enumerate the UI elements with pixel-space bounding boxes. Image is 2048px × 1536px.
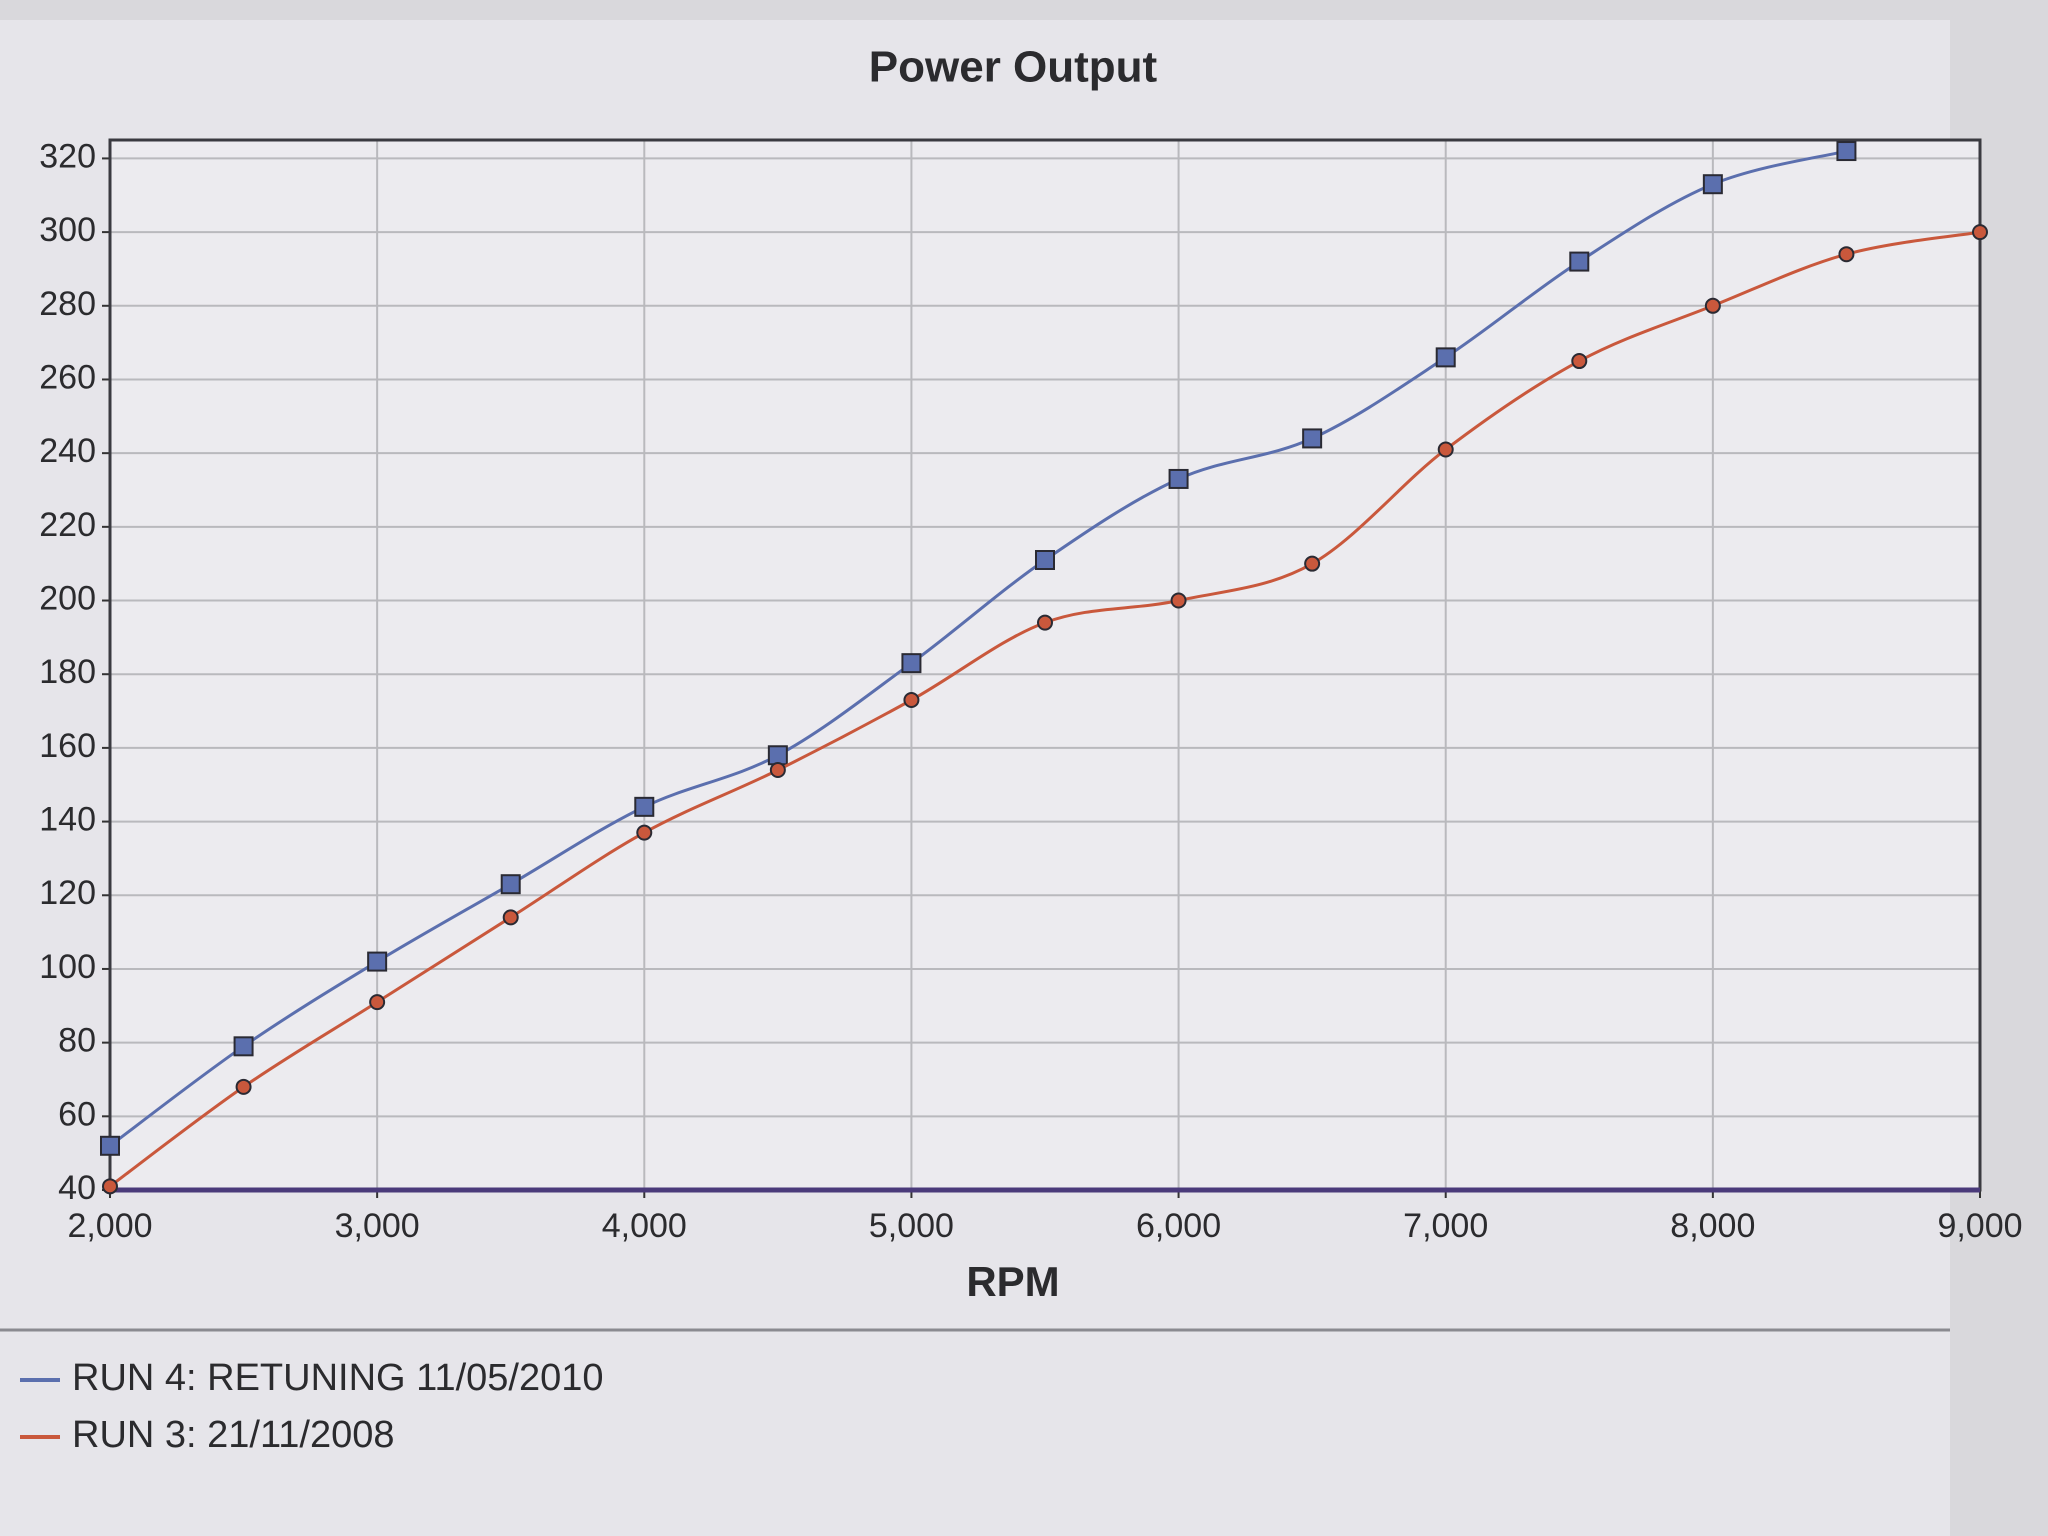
point-marker xyxy=(1838,246,1855,263)
legend-label: RUN 4: RETUNING 11/05/2010 xyxy=(72,1357,604,1399)
legend-label: RUN 3: 21/11/2008 xyxy=(72,1414,395,1456)
point-marker xyxy=(369,994,386,1011)
point-marker xyxy=(1037,614,1053,631)
y-tick-label: 280 xyxy=(39,285,96,323)
point-marker xyxy=(1304,555,1321,572)
legend: RUN 4: RETUNING 11/05/2010 RUN 3: 21/11/2… xyxy=(20,1357,604,1456)
y-tick-label: 260 xyxy=(39,358,96,396)
y-tick-label: 80 xyxy=(58,1022,96,1060)
point-marker xyxy=(1704,297,1721,314)
y-tick-label: 240 xyxy=(39,432,96,470)
y-tick-label: 220 xyxy=(39,506,96,544)
x-tick-label: 5,000 xyxy=(869,1207,954,1245)
point-marker xyxy=(1168,468,1189,489)
y-tick-label: 120 xyxy=(39,874,96,912)
y-tick-label: 200 xyxy=(39,580,96,618)
point-marker xyxy=(901,653,922,674)
point-marker xyxy=(636,824,653,841)
y-tick-label: 100 xyxy=(39,948,96,986)
x-tick-label: 7,000 xyxy=(1403,1207,1488,1245)
x-axis-label: RPM xyxy=(966,1258,1059,1305)
y-tick-label: 140 xyxy=(39,801,96,839)
series-line xyxy=(109,149,1847,1147)
point-marker xyxy=(1035,550,1055,570)
x-tick-label: 2,000 xyxy=(67,1207,152,1245)
plot-area: 40 60 80 100 120 140 160 180 200 220 240 260 280 300 3… xyxy=(39,137,2022,1245)
point-marker xyxy=(100,1135,120,1156)
plot-background xyxy=(110,140,1980,1190)
x-tick-label: 3,000 xyxy=(335,1207,420,1245)
point-marker xyxy=(1435,347,1456,368)
x-tick-label: 8,000 xyxy=(1670,1207,1755,1245)
y-tick-label: 160 xyxy=(39,727,96,765)
y-tick-label: 180 xyxy=(39,653,96,691)
point-marker xyxy=(767,745,788,766)
y-tick-label: 60 xyxy=(58,1095,96,1133)
point-marker xyxy=(1702,174,1723,195)
point-marker xyxy=(1437,441,1454,458)
chart-title: Power Output xyxy=(869,43,1158,92)
y-tick-label: 320 xyxy=(39,137,96,175)
point-marker xyxy=(367,951,388,972)
point-marker xyxy=(1571,353,1588,370)
point-marker xyxy=(500,874,521,895)
point-marker xyxy=(102,1178,118,1195)
point-marker xyxy=(903,692,920,708)
point-marker xyxy=(1569,251,1590,272)
point-marker xyxy=(235,1078,252,1095)
point-marker xyxy=(1972,224,1988,241)
y-tick-label: 300 xyxy=(39,211,96,249)
point-marker xyxy=(502,909,519,926)
point-marker xyxy=(1170,592,1187,609)
point-marker xyxy=(634,796,655,817)
x-tick-label: 6,000 xyxy=(1136,1207,1221,1245)
point-marker xyxy=(233,1036,254,1057)
point-marker xyxy=(769,762,786,778)
x-tick-label: 9,000 xyxy=(1937,1207,2022,1245)
y-tick-label: 40 xyxy=(58,1169,96,1207)
x-tick-label: 4,000 xyxy=(602,1207,687,1245)
point-marker xyxy=(1836,141,1857,162)
point-marker xyxy=(1302,428,1323,449)
